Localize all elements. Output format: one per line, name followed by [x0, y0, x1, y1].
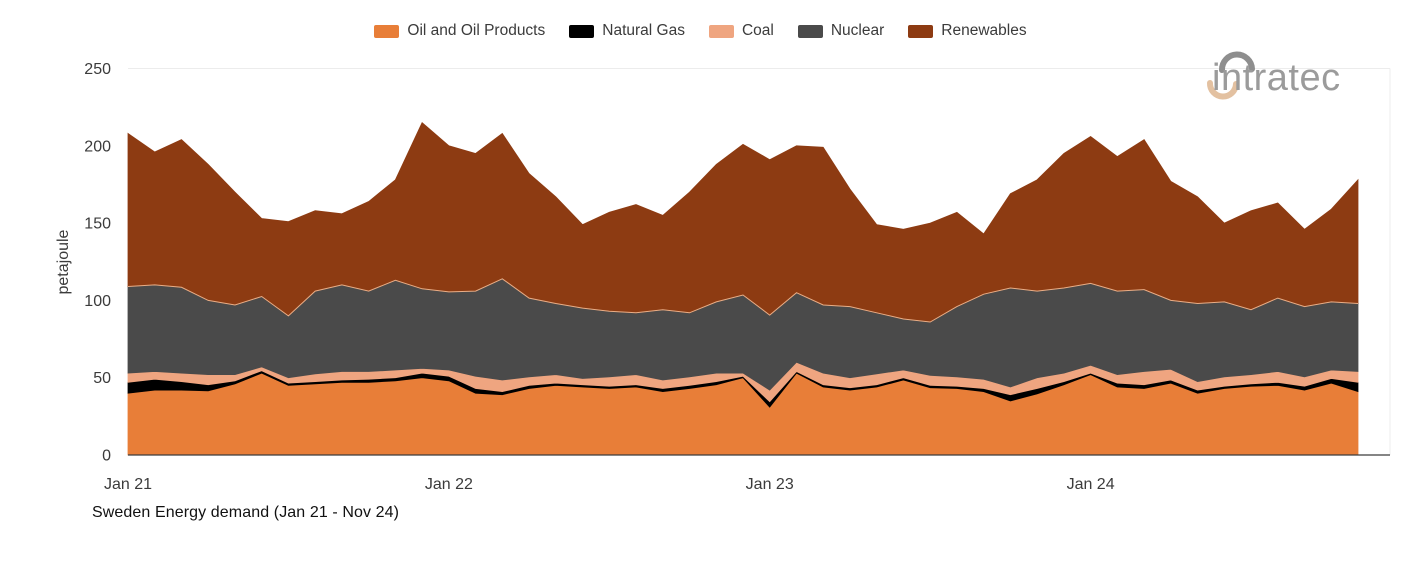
logo-top-arc-icon: [1219, 51, 1255, 73]
legend-label-renewables: Renewables: [941, 22, 1027, 39]
logo-bottom-arc-icon: [1207, 80, 1239, 100]
intratec-logo: intratec: [1200, 42, 1400, 106]
x-axis-tick-label: Jan 23: [746, 476, 794, 493]
legend-item-renewables[interactable]: Renewables: [908, 22, 1027, 40]
nuclear-top-boundary: [127, 278, 1359, 323]
legend-item-nuclear[interactable]: Nuclear: [797, 22, 885, 40]
legend-item-natural-gas[interactable]: Natural Gas: [569, 22, 685, 40]
logo-text: intratec: [1212, 57, 1341, 99]
legend-label-natural-gas: Natural Gas: [602, 22, 685, 39]
legend-item-coal[interactable]: Coal: [708, 22, 774, 40]
legend-label-coal: Coal: [741, 22, 774, 39]
renewables-swatch-icon: [908, 24, 934, 38]
area-oil-and-oil-products: [127, 372, 1359, 456]
natural-gas-swatch-icon: [569, 24, 595, 38]
y-axis-tick-label: 0: [102, 448, 111, 465]
oil-swatch-icon: [374, 24, 400, 38]
nuclear-swatch-icon: [797, 24, 823, 38]
x-axis-tick-label: Jan 22: [425, 476, 473, 493]
y-axis-tick-label: 200: [84, 138, 111, 155]
y-axis-tick-label: 50: [93, 370, 111, 387]
area-renewables: [127, 121, 1359, 323]
legend-label-nuclear: Nuclear: [830, 22, 885, 39]
legend-item-oil[interactable]: Oil and Oil Products: [374, 22, 545, 40]
y-axis-title: petajoule: [55, 229, 72, 294]
coal-swatch-icon: [708, 24, 734, 38]
y-axis-tick-label: 100: [84, 293, 111, 310]
y-axis-tick-label: 250: [84, 61, 111, 78]
legend-label-oil: Oil and Oil Products: [407, 22, 546, 39]
y-axis-tick-label: 150: [84, 216, 111, 233]
legend: Oil and Oil Products Natural Gas Coal Nu…: [0, 20, 1401, 42]
x-axis-tick-label: Jan 24: [1067, 476, 1115, 493]
x-axis-tick-label: Jan 21: [104, 476, 152, 493]
chart-title: Sweden Energy demand (Jan 21 - Nov 24): [92, 504, 400, 521]
